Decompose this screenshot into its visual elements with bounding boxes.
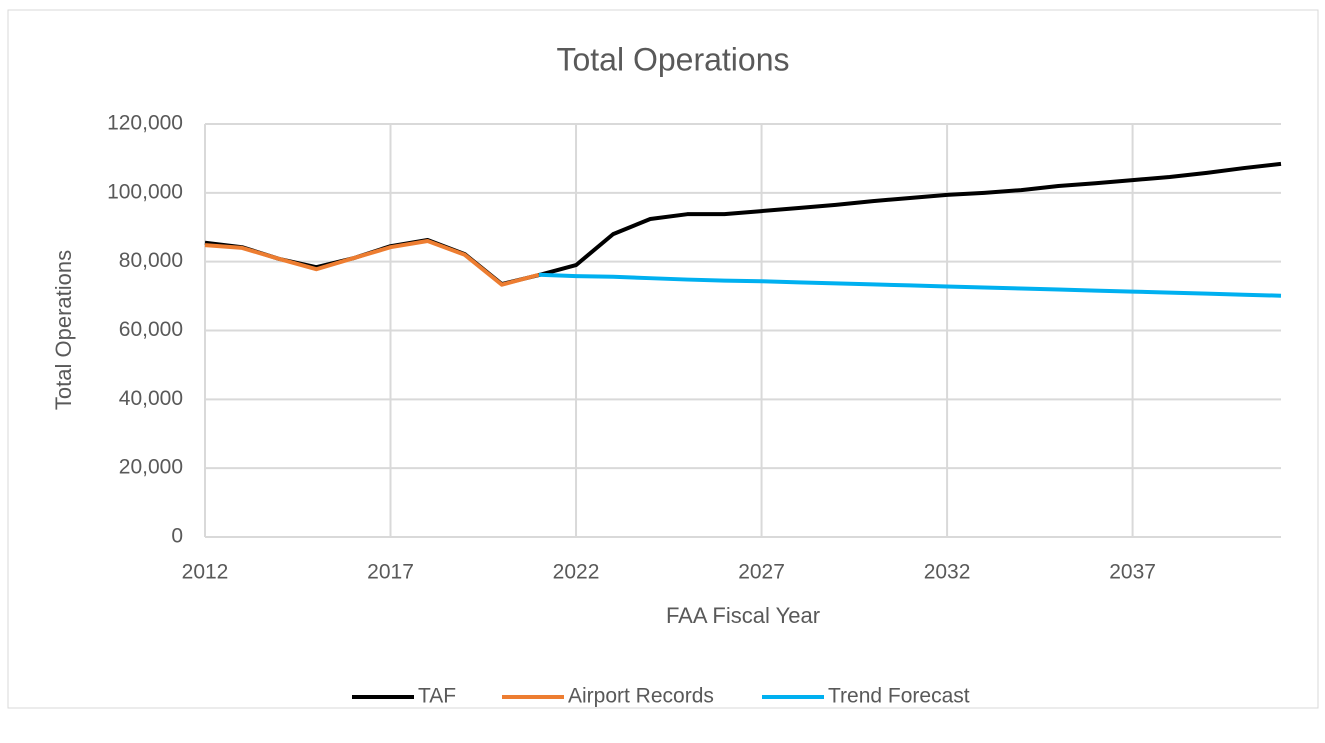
x-tick-label: 2012	[182, 561, 229, 584]
x-tick-label: 2017	[367, 561, 414, 584]
x-tick-label: 2032	[924, 561, 971, 584]
y-tick-label: 120,000	[107, 112, 183, 135]
chart-frame	[7, 9, 1319, 709]
x-axis-label: FAA Fiscal Year	[666, 603, 820, 628]
line-series	[538, 272, 1282, 298]
legend-label: TAF	[418, 685, 456, 708]
chart-title: Total Operations	[556, 41, 789, 77]
y-tick-label: 60,000	[119, 318, 183, 341]
y-tick-label: 80,000	[119, 249, 183, 272]
x-tick-label: 2037	[1109, 561, 1156, 584]
y-tick-label: 0	[171, 525, 183, 548]
x-tick-label: 2022	[553, 561, 600, 584]
legend-label: Trend Forecast	[828, 685, 970, 708]
y-tick-label: 20,000	[119, 456, 183, 479]
y-axis-label: Total Operations	[51, 250, 76, 410]
y-tick-label: 100,000	[107, 180, 183, 203]
x-tick-label: 2027	[738, 561, 785, 584]
legend-label: Airport Records	[568, 685, 714, 708]
y-tick-label: 40,000	[119, 387, 183, 410]
line-series	[204, 239, 540, 287]
